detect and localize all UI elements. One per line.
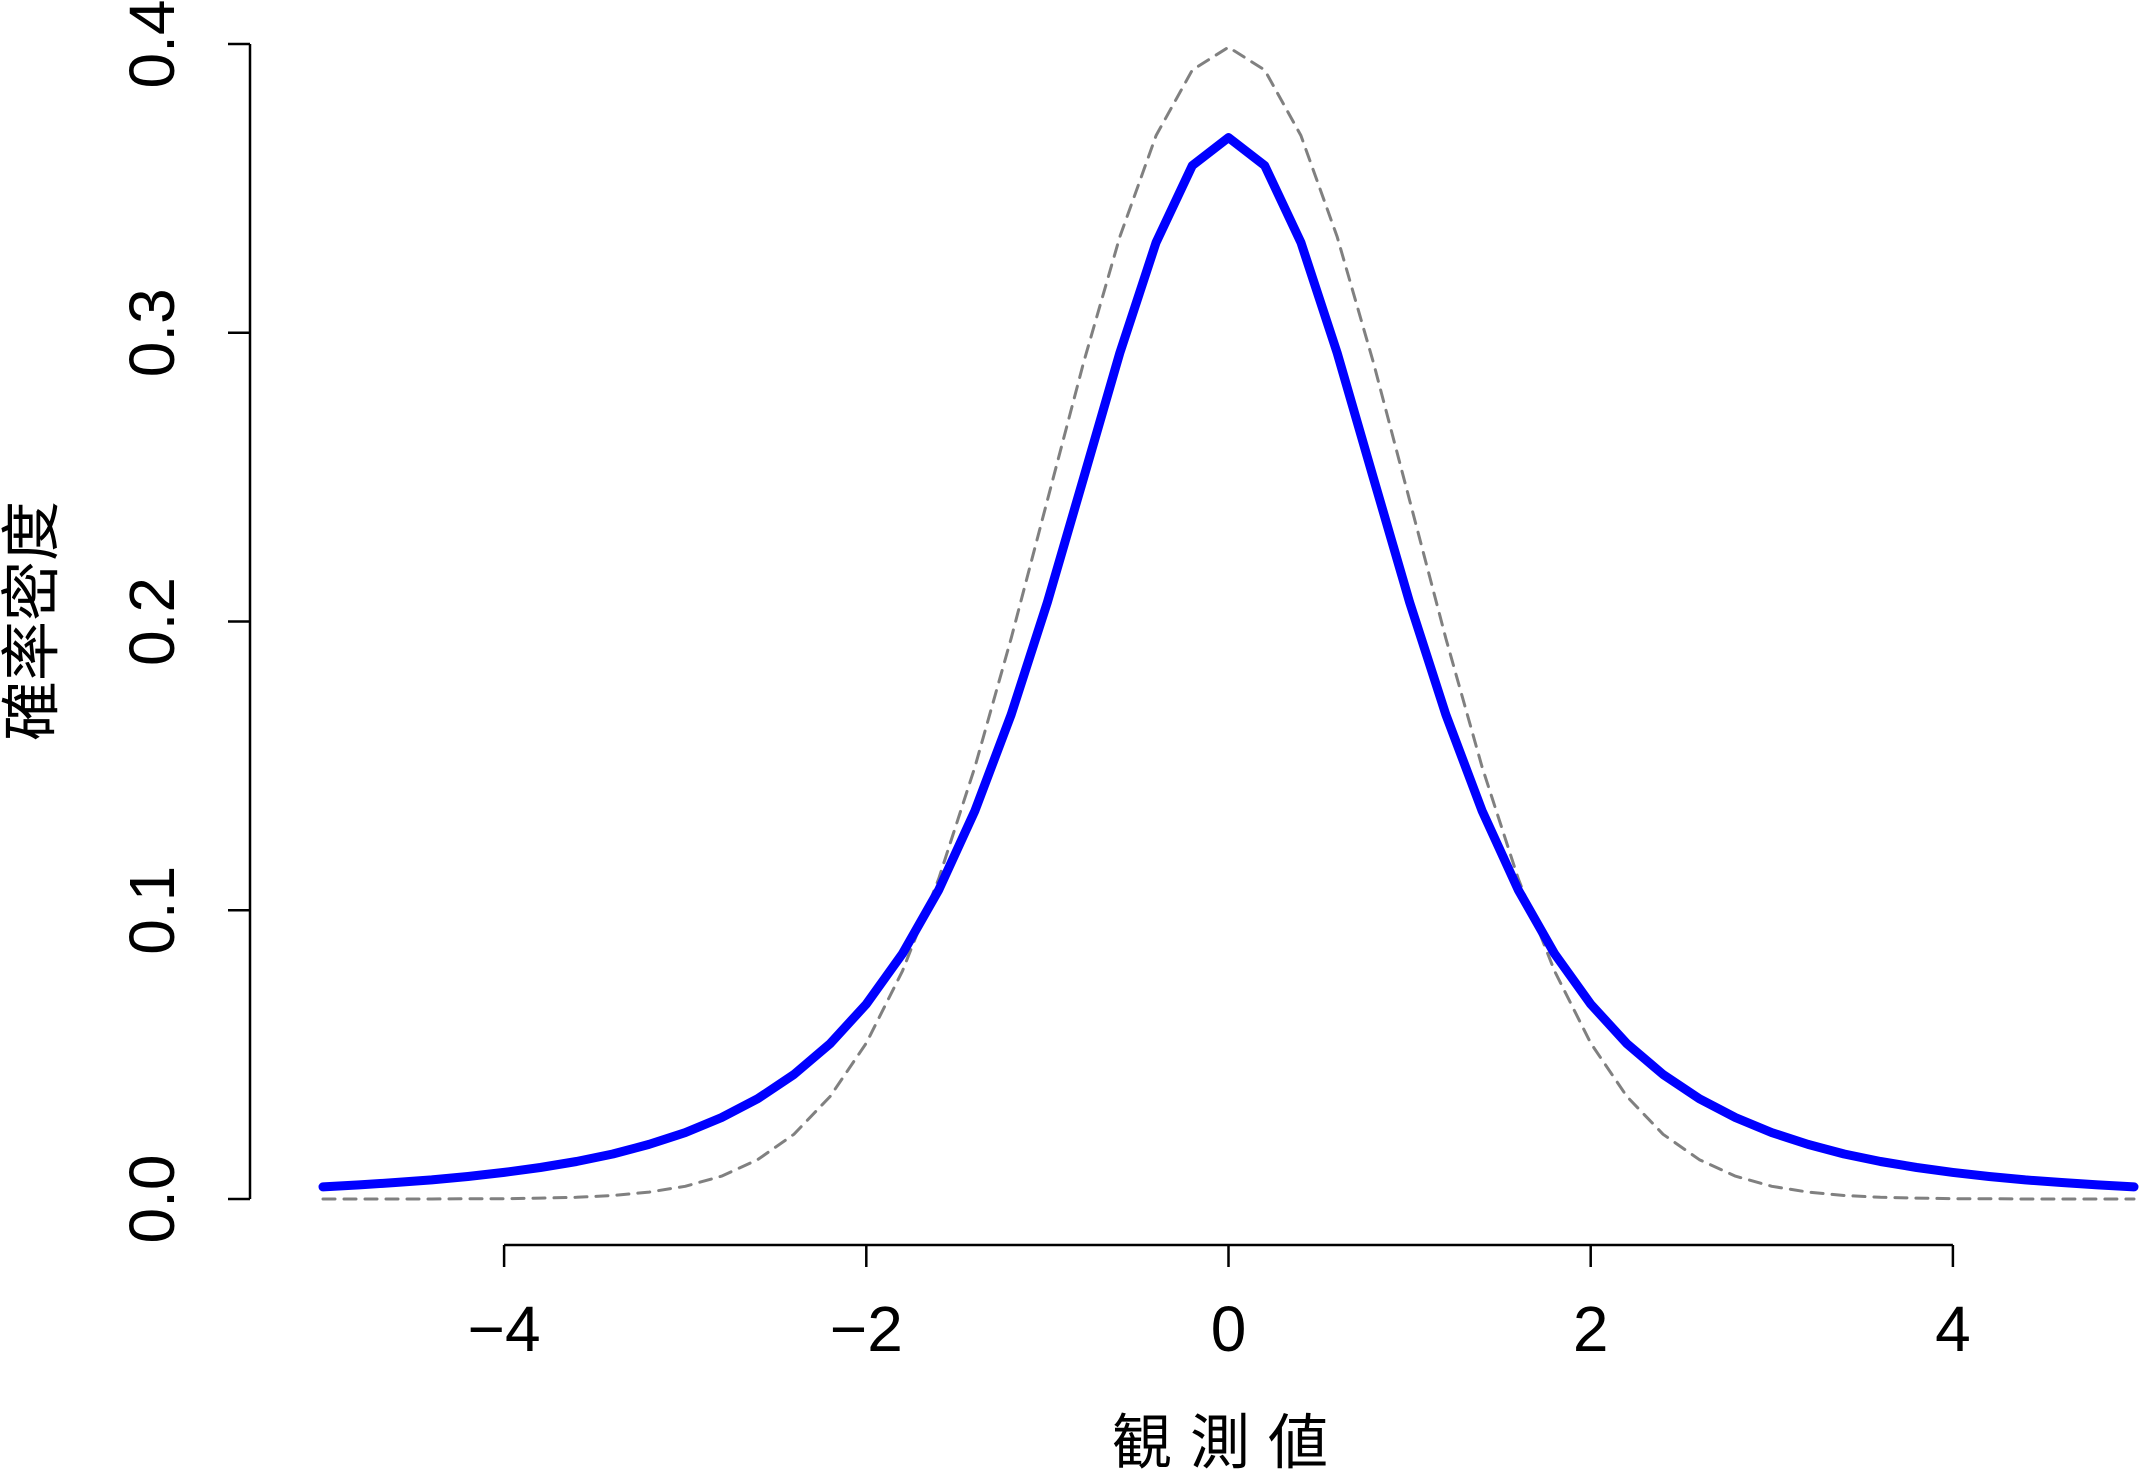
density-line xyxy=(318,133,2139,1192)
x-tick-label: 0 xyxy=(1211,1293,1247,1365)
y-tick-label: 0.4 xyxy=(116,0,188,88)
y-tick-label: 0.2 xyxy=(116,577,188,666)
y-tick-label: 0.3 xyxy=(116,288,188,377)
x-tick-label: 4 xyxy=(1935,1293,1971,1365)
x-tick-label: −2 xyxy=(830,1293,903,1365)
density-line xyxy=(321,45,2136,1201)
x-tick-label: 2 xyxy=(1573,1293,1609,1365)
y-axis-title: 確率密度 xyxy=(0,501,68,741)
y-tick-label: 0.0 xyxy=(116,1155,188,1244)
x-tick-label: −4 xyxy=(468,1293,541,1365)
y-tick-label: 0.1 xyxy=(116,866,188,955)
x-axis-title: 観測値 xyxy=(1112,1409,1346,1479)
